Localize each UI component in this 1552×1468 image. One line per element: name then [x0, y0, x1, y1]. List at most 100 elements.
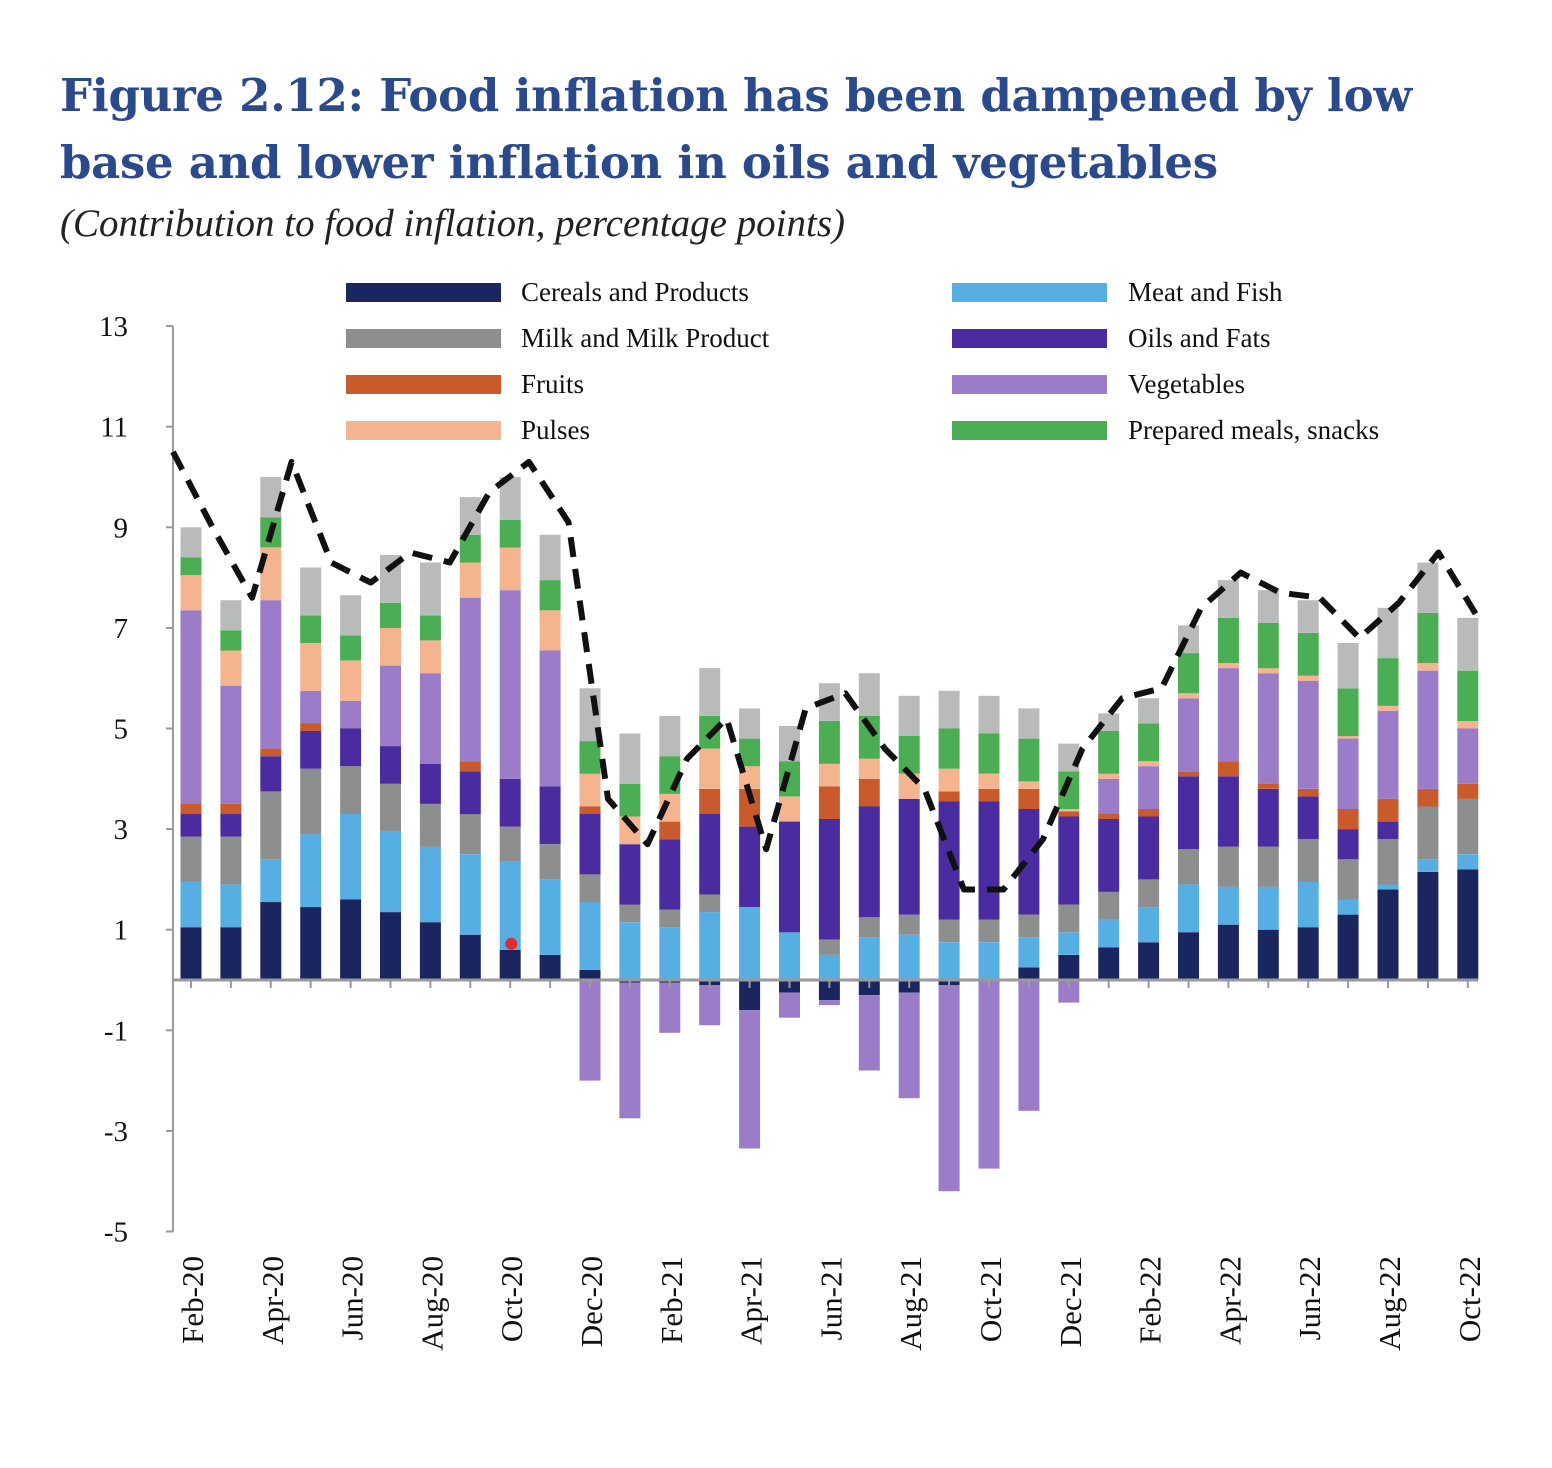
bar-segment [739, 907, 761, 980]
bar-segment [938, 791, 960, 802]
bar-segment [659, 909, 681, 928]
bar-segment [1098, 819, 1120, 892]
bar-segment [1417, 562, 1439, 613]
bar-segment [779, 932, 800, 980]
bar-segment [380, 602, 401, 628]
bar-segment [1217, 886, 1239, 925]
bar-segment [1417, 670, 1439, 789]
bar-segment [260, 600, 282, 749]
bar-segment [1138, 907, 1160, 943]
bar-segment [1377, 705, 1399, 711]
bar-segment [1217, 846, 1239, 887]
bar-segment [1178, 932, 1199, 980]
bar-segment [978, 695, 1000, 734]
bar-segment [779, 796, 800, 822]
bar-segment [220, 650, 242, 686]
bar-segment [300, 567, 322, 616]
bar-segment [659, 715, 681, 757]
y-tick-label: 3 [114, 814, 129, 846]
bar-segment [1337, 829, 1359, 860]
bar-segment [380, 665, 401, 747]
bar-segment [300, 615, 322, 643]
bar-segment [220, 804, 242, 815]
bar-segment [220, 814, 242, 837]
bar-segment [499, 861, 521, 950]
bar-segment [1337, 899, 1359, 915]
bar-segment [1217, 580, 1239, 618]
bar-segment [1337, 643, 1359, 689]
bar-segment [739, 980, 761, 1011]
bar-segment [858, 778, 880, 807]
bar-segment [739, 1010, 761, 1149]
bar-segment [1337, 859, 1359, 900]
bar-segment [1138, 761, 1160, 767]
bar-segment [1138, 879, 1160, 908]
bar-segment [419, 615, 441, 641]
bar-segment [818, 819, 840, 940]
bar-segment [1297, 881, 1319, 928]
bar-segment [1457, 869, 1479, 980]
y-tick-label: 1 [114, 915, 129, 947]
bar-segment [1018, 708, 1040, 739]
bar-segment [619, 904, 641, 923]
bar-segment [579, 902, 601, 970]
bar-segment [1297, 632, 1319, 676]
legend-label-pulses: Pulses [521, 415, 590, 445]
x-tick-label: Jun-21 [813, 1256, 848, 1340]
bar-segment [858, 806, 880, 918]
bar-segment [1417, 612, 1439, 664]
bar-segment [499, 547, 521, 591]
bar-segment [340, 899, 362, 980]
bar-segment [1257, 929, 1279, 980]
bar-segment [1178, 849, 1199, 885]
bar-segment [1018, 937, 1040, 968]
bars-layer [180, 477, 1479, 1192]
red-marker-dot [505, 937, 518, 950]
bar-segment [659, 982, 681, 1033]
y-tick-label: -1 [104, 1015, 128, 1047]
bar-segment [579, 806, 601, 814]
bar-segment [539, 610, 561, 651]
bar-segment [978, 801, 1000, 920]
bar-segment [1098, 947, 1120, 980]
bar-segment [1377, 658, 1399, 706]
bar-segment [858, 937, 880, 980]
bar-segment [1257, 622, 1279, 669]
bar-segment [978, 980, 1000, 1169]
x-tick-label: Oct-21 [973, 1256, 1008, 1342]
bar-segment [579, 741, 601, 774]
bar-segment [1058, 954, 1080, 980]
bar-segment [1417, 859, 1439, 872]
bar-segment [699, 985, 721, 1026]
bar-segment [1018, 967, 1040, 980]
food-inflation-dashed-line [170, 450, 1481, 893]
bar-segment [1178, 776, 1199, 850]
bar-segment [619, 922, 641, 980]
bar-segment [539, 954, 561, 980]
bar-segment [619, 844, 641, 905]
bar-segment [1058, 809, 1080, 812]
bar-segment [499, 778, 521, 827]
bar-segment [1018, 980, 1040, 1111]
x-tick-label: Oct-20 [494, 1256, 529, 1342]
bar-segment [499, 826, 521, 862]
bar-segment [220, 600, 242, 631]
bar-segment [459, 534, 481, 563]
bar-segment [818, 786, 840, 819]
legend-swatch-vegetables [952, 375, 1107, 394]
bar-segment [180, 927, 202, 980]
bar-segment [180, 575, 202, 611]
bar-segment [1457, 783, 1479, 799]
legend-label-milk-and-milk-product: Milk and Milk Product [521, 323, 770, 353]
bar-segment [340, 660, 362, 701]
bar-segment [699, 814, 721, 895]
legend-swatch-milk-and-milk-product [346, 329, 501, 348]
bar-segment [978, 733, 1000, 774]
bar-segment [1457, 617, 1479, 671]
bar-segment [898, 914, 920, 935]
bar-segment [1457, 670, 1479, 721]
bar-segment [1138, 942, 1160, 980]
bar-segment [978, 942, 1000, 980]
bar-segment [898, 736, 920, 774]
